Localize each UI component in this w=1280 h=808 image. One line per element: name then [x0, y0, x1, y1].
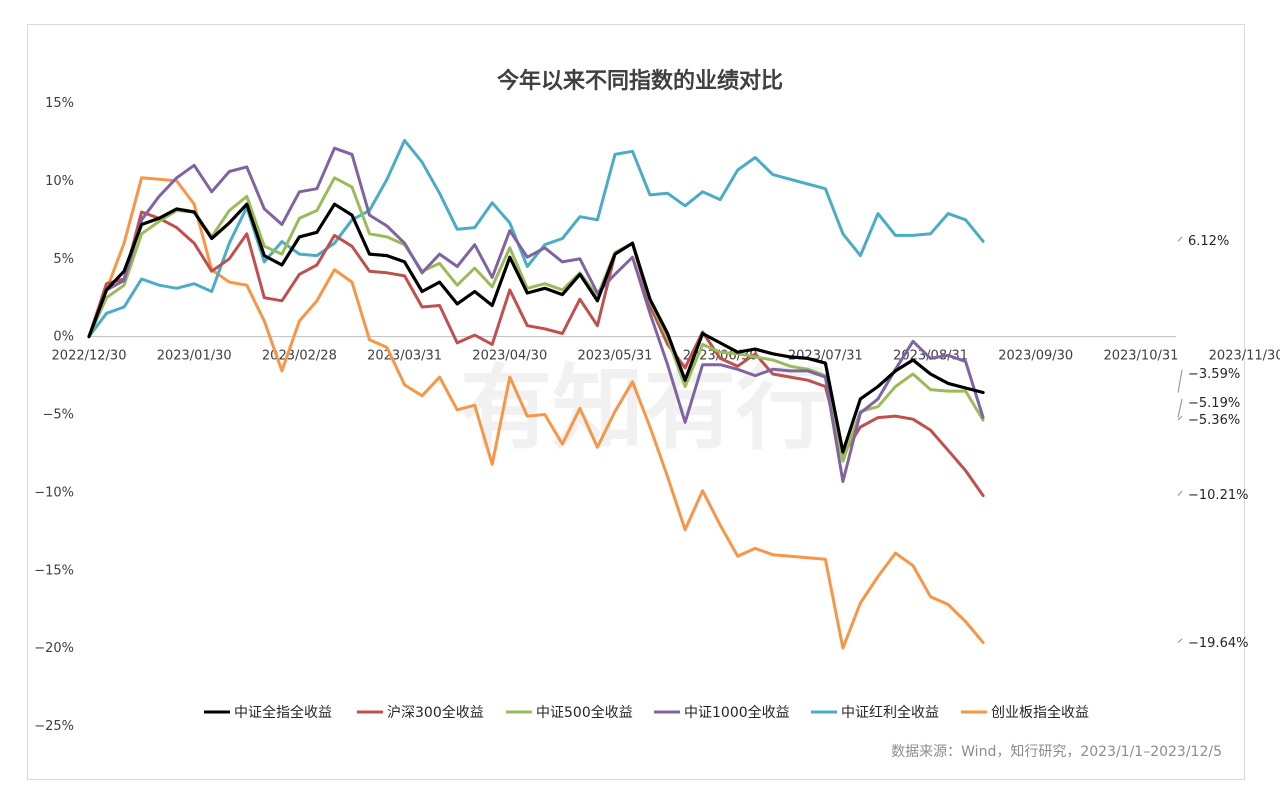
series-group: [87, 138, 985, 650]
end-label-3: −5.19%: [1188, 396, 1240, 411]
x-tick-label: 2023/01/30: [157, 349, 232, 364]
y-tick-label: −20%: [34, 641, 74, 656]
end-label-2: −5.36%: [1188, 413, 1240, 428]
chart-frame: [27, 24, 1245, 780]
end-label-leader: [1177, 398, 1183, 418]
y-tick-label: 15%: [45, 96, 74, 111]
end-labels: −3.59% −10.21% −5.36% −5.19% 6.12% −19.64%: [1177, 234, 1248, 651]
x-tick-label: 2023/09/30: [998, 349, 1073, 364]
y-axis: 15% 10% 5% 0% −5% −10% −15% −20% −25%: [34, 96, 74, 734]
chart-title: 今年以来不同指数的业绩对比: [497, 68, 783, 94]
y-tick-label: −15%: [34, 563, 74, 578]
legend-label: 沪深300全收益: [387, 704, 484, 721]
x-tick-label: 2023/03/31: [367, 349, 442, 364]
series-line-4: [87, 138, 985, 339]
x-tick-label: 2023/02/28: [262, 349, 337, 364]
end-label-leader: [1177, 236, 1183, 242]
end-label-leader: [1177, 369, 1183, 393]
end-label-4: 6.12%: [1188, 234, 1229, 249]
legend-label: 中证1000全收益: [684, 704, 790, 721]
series-line-0: [87, 202, 985, 454]
series-line-2: [87, 176, 985, 463]
end-label-csi-all: −3.59%: [1188, 367, 1240, 382]
legend-label: 创业板指全收益: [991, 704, 1089, 721]
legend-label: 中证红利全收益: [841, 704, 939, 721]
x-tick-label: 2023/05/31: [577, 349, 652, 364]
series-line-3: [87, 146, 985, 483]
end-label-leader: [1177, 638, 1183, 643]
legend-label: 中证500全收益: [536, 704, 633, 721]
end-label-1: −10.21%: [1188, 488, 1248, 503]
x-tick-label: 2022/12/30: [52, 349, 127, 364]
legend: 中证全指全收益 沪深300全收益 中证500全收益 中证1000全收益 中证红利全收益 创…: [204, 704, 1089, 721]
y-tick-label: 10%: [45, 174, 74, 189]
y-tick-label: −25%: [34, 719, 74, 734]
source-note: 数据来源：Wind，知行研究，2023/1/1–2023/12/5: [891, 743, 1222, 760]
x-tick-label: 2023/04/30: [472, 349, 547, 364]
end-label-5: −19.64%: [1188, 636, 1248, 651]
end-label-leader: [1177, 490, 1183, 496]
y-tick-label: −10%: [34, 485, 74, 500]
x-tick-label: 2023/11/30: [1209, 349, 1280, 364]
x-tick-label: 2023/10/31: [1103, 349, 1178, 364]
series-line-5: [87, 176, 985, 650]
y-tick-label: 0%: [53, 330, 74, 345]
legend-label: 中证全指全收益: [234, 704, 332, 721]
y-tick-label: −5%: [42, 408, 74, 423]
y-tick-label: 5%: [53, 252, 74, 267]
end-label-leader: [1177, 415, 1183, 421]
